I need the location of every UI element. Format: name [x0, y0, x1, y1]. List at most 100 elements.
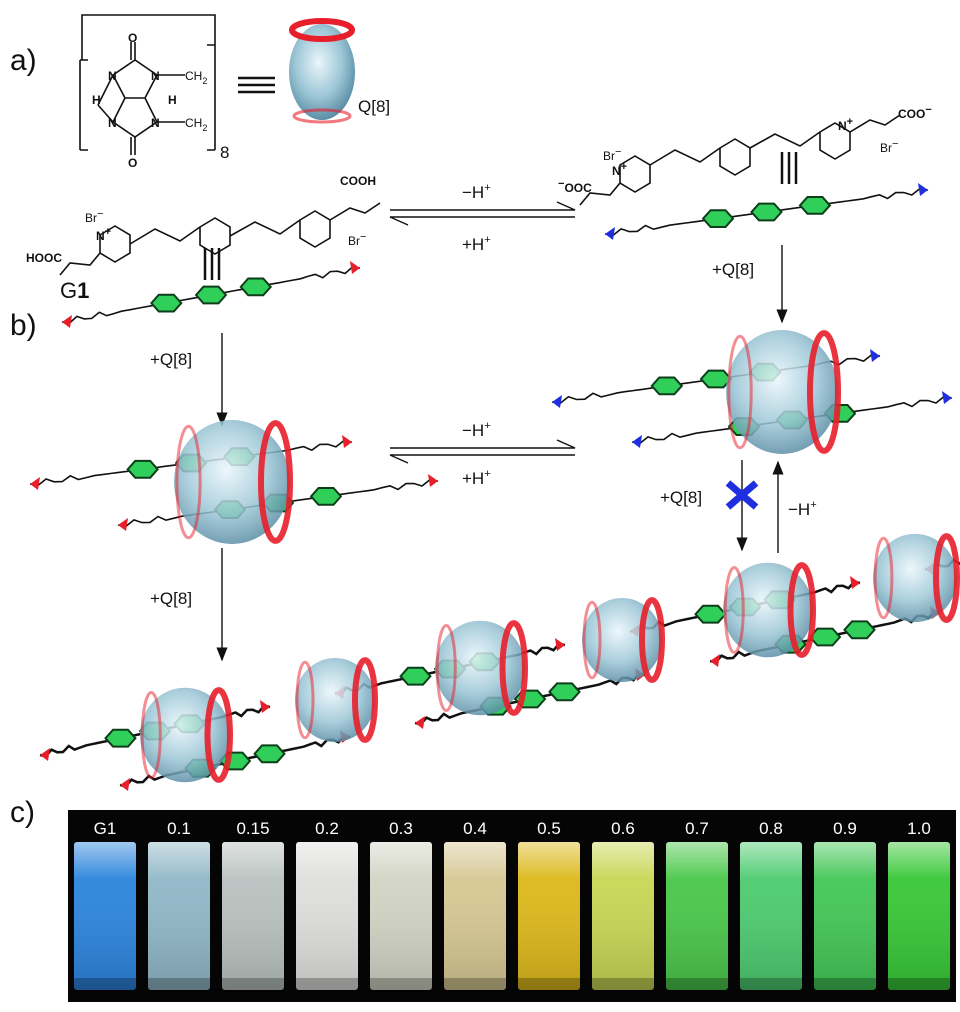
vial-glow: [814, 842, 876, 990]
end-group: [40, 748, 50, 761]
page: { "panel_labels": ["a)", "b)", "c)"], "h…: [0, 0, 960, 1012]
vial-glow: [370, 842, 432, 990]
host-barrel: [726, 330, 838, 454]
guest-name-number: 1: [77, 278, 89, 303]
vial-base: [666, 978, 728, 992]
reaction-label: +Q[8]: [150, 589, 192, 608]
end-group: [120, 778, 130, 791]
atom: N+: [838, 116, 853, 133]
atom: N: [151, 116, 160, 130]
charge: +: [484, 234, 490, 246]
counterion: Br−: [85, 208, 103, 225]
reaction-text: −H: [462, 183, 484, 202]
vial-base: [592, 978, 654, 992]
carboxylate: −OOC: [558, 178, 592, 195]
charge: −: [97, 208, 103, 220]
reaction-text: −H: [788, 500, 810, 519]
reaction-label: +Q[8]: [712, 260, 754, 279]
end-group: [428, 474, 438, 487]
phenyl: [151, 295, 181, 312]
charge: +: [847, 116, 853, 128]
atom: N: [108, 116, 117, 130]
vial-label: 0.8: [759, 819, 783, 838]
end-group: [870, 349, 880, 362]
vial-label: 0.3: [389, 819, 413, 838]
phenyl: [128, 461, 158, 478]
phenyl: [696, 606, 726, 623]
vial-base: [814, 978, 876, 992]
counterion-text: Br: [85, 211, 97, 225]
phenyl: [255, 745, 285, 762]
counterion: Br−: [880, 138, 898, 155]
identity-sign: [238, 78, 275, 92]
vial-label: 0.6: [611, 819, 635, 838]
vial-glow: [74, 842, 136, 990]
subscript: 2: [202, 123, 207, 133]
charge: +: [484, 468, 490, 480]
phenyl: [196, 287, 226, 304]
vial-label: 1.0: [907, 819, 931, 838]
counterion: Br−: [348, 231, 366, 248]
guest-name: G1: [60, 278, 89, 303]
end-group: [918, 183, 928, 196]
atom: O: [128, 31, 137, 45]
host-barrel: [435, 621, 525, 716]
phenyl: [703, 210, 733, 227]
host-barrel: [174, 420, 290, 544]
reaction-label: −H+: [462, 420, 491, 440]
equilibrium-middle: −H+ +H+: [390, 420, 575, 488]
atom-text: N: [612, 164, 621, 178]
end-group: [342, 435, 352, 448]
vial-base: [222, 978, 284, 992]
methylene: CH2: [185, 116, 207, 133]
charge: +: [105, 226, 111, 238]
host-structure: N N N N O O H H CH2 CH2 8: [80, 15, 275, 170]
phenyl: [845, 621, 875, 638]
vial-glow: [222, 842, 284, 990]
panel-label: a): [10, 44, 37, 77]
acid: HOOC: [26, 251, 62, 265]
end-group: [260, 700, 270, 713]
reaction-label: +Q[8]: [660, 488, 702, 507]
vial-base: [148, 978, 210, 992]
vial-label: 0.5: [537, 819, 561, 838]
vial-base: [888, 978, 950, 992]
counterion-text: Br: [603, 149, 615, 163]
reaction-label: +H+: [462, 234, 491, 254]
vial-glow: [518, 842, 580, 990]
phenyl: [652, 378, 682, 395]
vial-glow: [148, 842, 210, 990]
end-group: [850, 576, 860, 589]
counterion-text: Br: [348, 234, 360, 248]
vial-glow: [444, 842, 506, 990]
methylene-text: CH: [185, 69, 202, 83]
end-group: [632, 435, 642, 448]
atom: H: [168, 93, 177, 107]
vial-label: 0.2: [315, 819, 339, 838]
vial-label: 0.4: [463, 819, 487, 838]
vial-glow: [888, 842, 950, 990]
vial-base: [518, 978, 580, 992]
vial-label: 0.9: [833, 819, 857, 838]
charge: +: [621, 161, 627, 173]
charge: −: [925, 104, 931, 116]
vial-base: [740, 978, 802, 992]
end-group: [555, 638, 565, 651]
vial-glow: [592, 842, 654, 990]
carboxylate-text: COO: [898, 107, 925, 121]
carboxylate-text: OOC: [564, 181, 592, 195]
charge: +: [810, 499, 816, 511]
phenyl: [550, 683, 580, 700]
repeat-count: 8: [220, 143, 229, 162]
phenyl: [401, 668, 431, 685]
vial-base: [296, 978, 358, 992]
phenyl: [800, 197, 830, 214]
host-barrel: [295, 658, 375, 742]
end-group: [350, 261, 360, 274]
reaction-text: +H: [462, 235, 484, 254]
reaction-label: +H+: [462, 468, 491, 488]
charge: −: [360, 231, 366, 243]
vial-glow: [740, 842, 802, 990]
end-group: [415, 716, 425, 729]
charge: +: [484, 420, 490, 432]
